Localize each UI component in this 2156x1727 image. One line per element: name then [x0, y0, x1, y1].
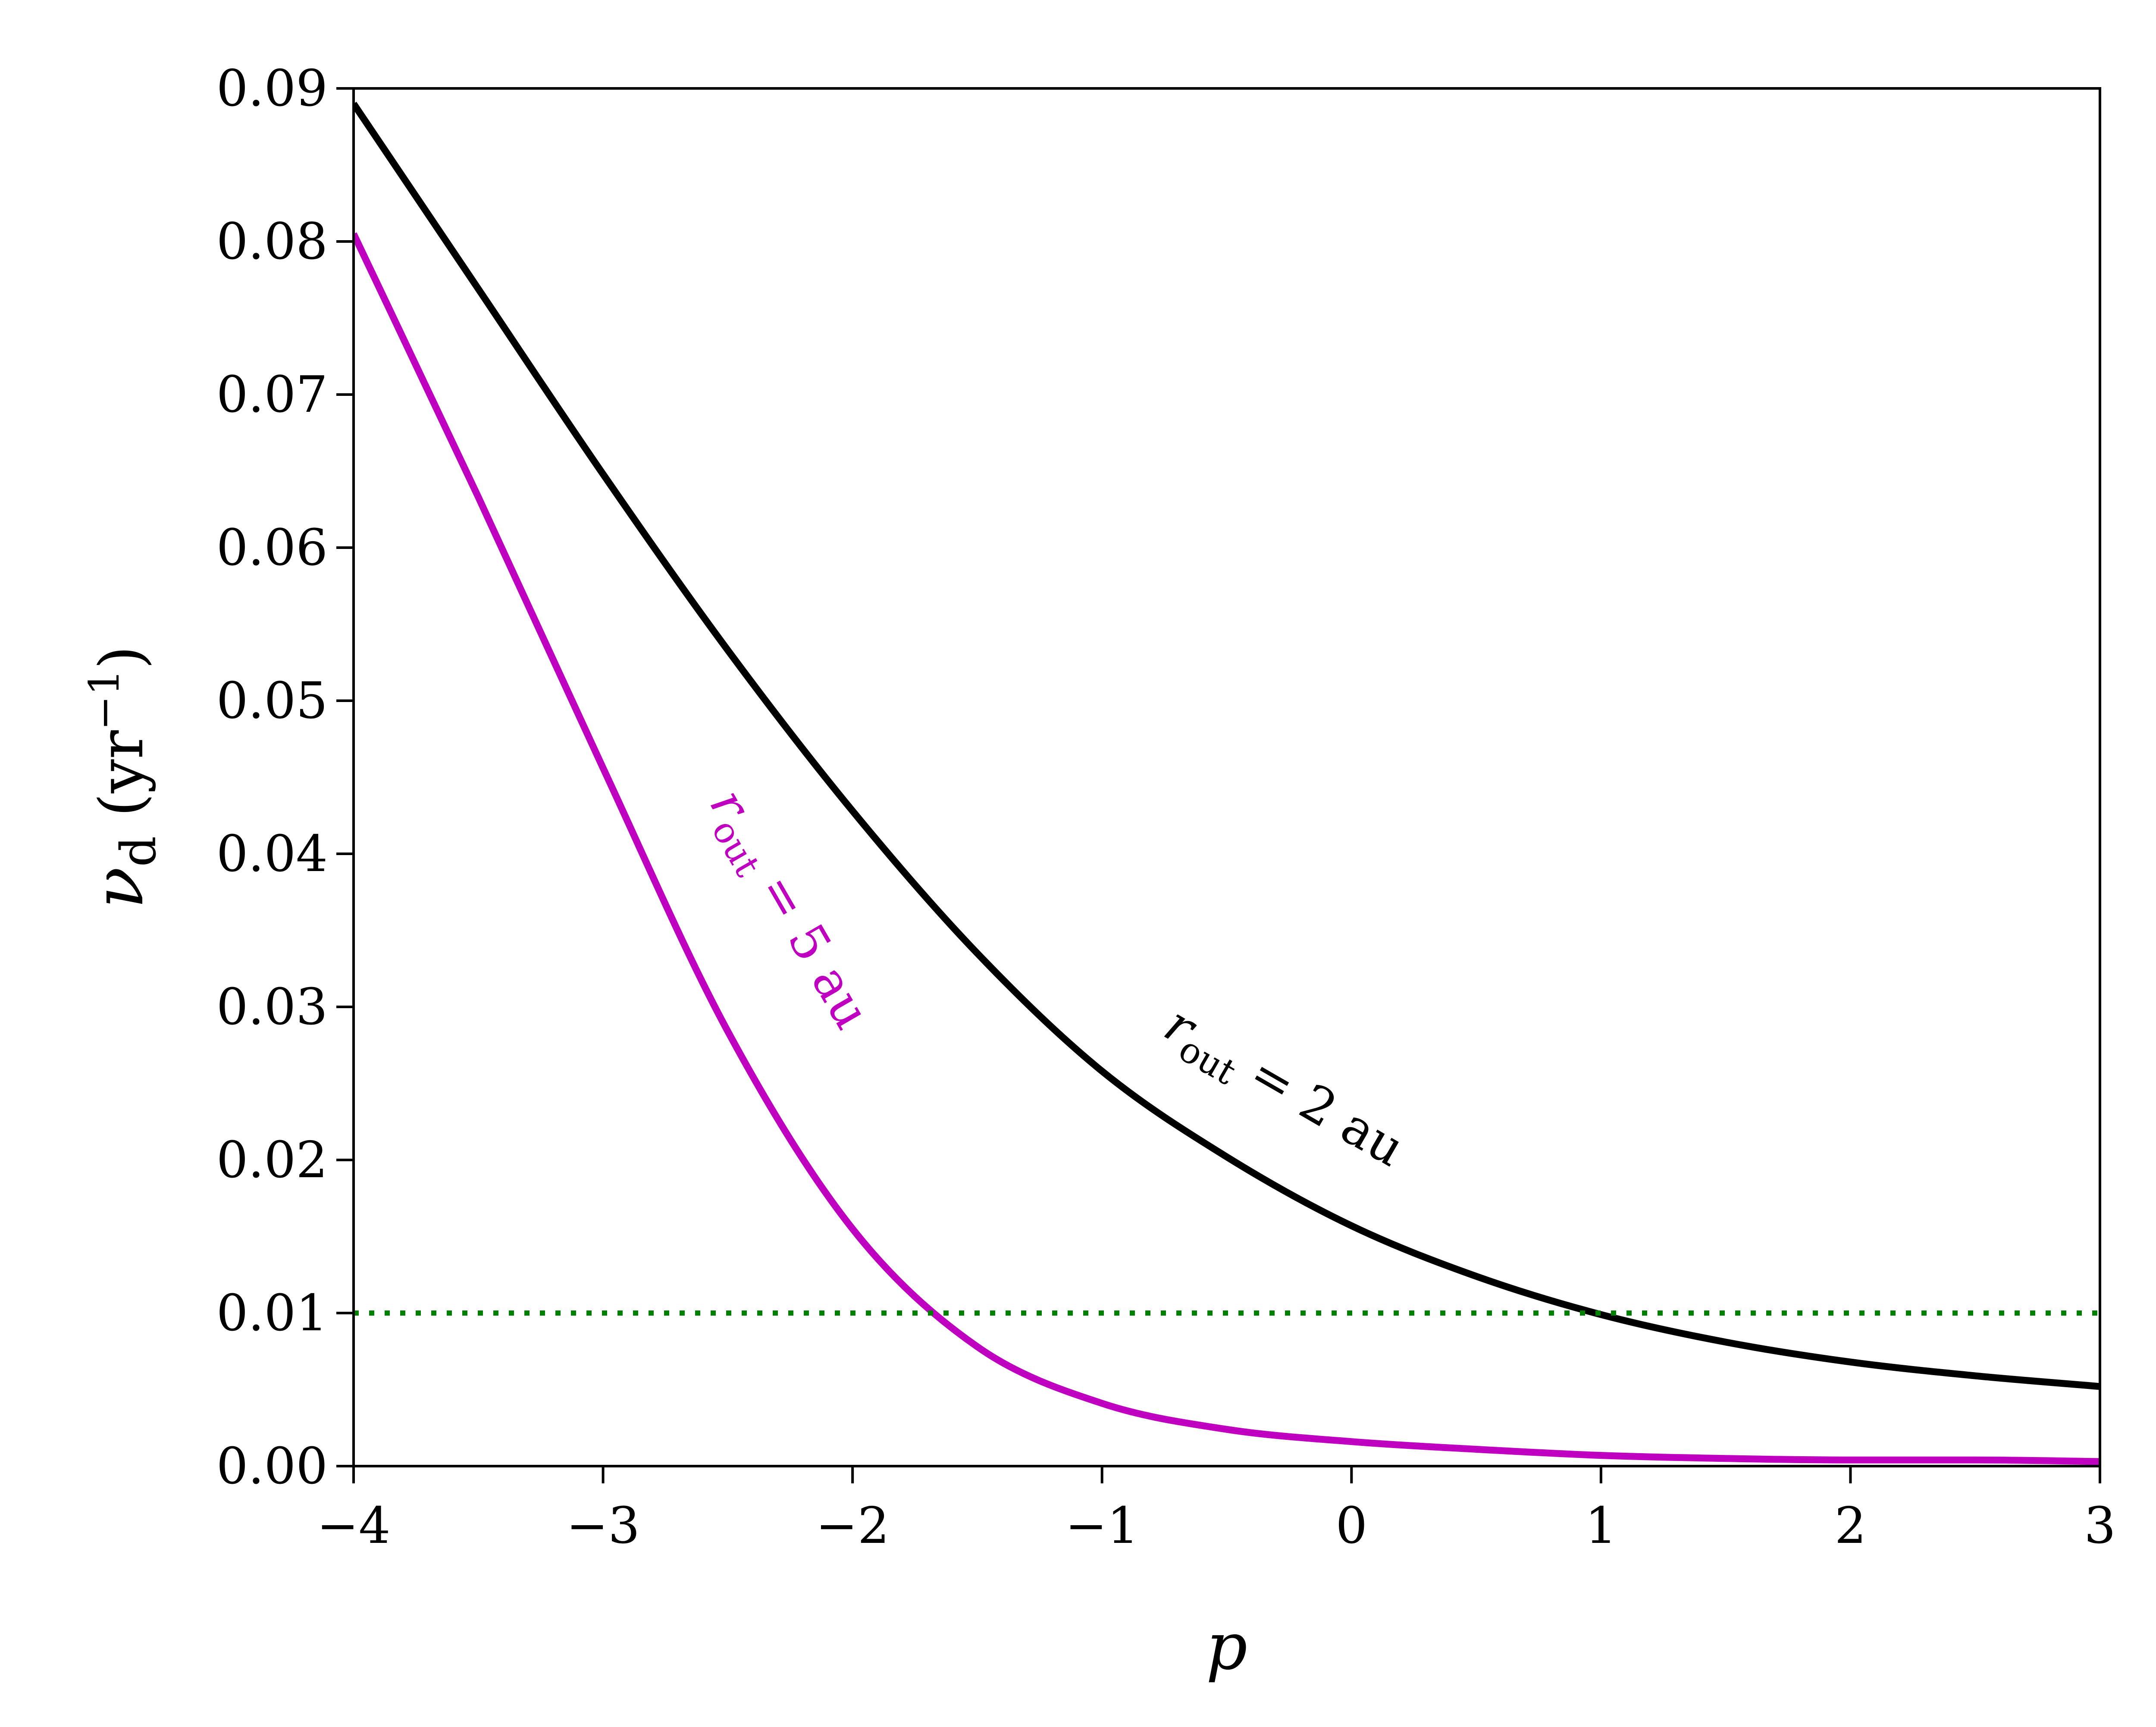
plot-frame [352, 87, 2101, 1467]
x-tick-label: −4 [317, 1497, 391, 1555]
series-line-1 [354, 232, 2100, 1465]
x-tick-label: 2 [1835, 1497, 1867, 1555]
series-label-2au: rout = 2 au [1151, 995, 1414, 1185]
x-tick-label: −2 [816, 1497, 890, 1555]
x-axis-title: p [1206, 1609, 1247, 1684]
x-tick-label: −1 [1065, 1497, 1139, 1555]
y-tick-label: 0.01 [216, 1284, 328, 1342]
y-tick-label: 0.04 [216, 825, 328, 883]
y-axis-subscript: d [111, 836, 167, 867]
series-line-0 [354, 102, 2100, 1390]
y-tick-label: 0.06 [216, 519, 328, 577]
y-axis-unit-close: ) [87, 646, 157, 669]
series-label-2au-rest: = 2 au [1226, 1036, 1414, 1178]
y-tick-label: 0.05 [216, 672, 328, 730]
x-tick-label: 1 [1585, 1497, 1617, 1555]
y-axis-title: νd (yr−1) [78, 646, 167, 909]
x-tick-label: −3 [566, 1497, 640, 1555]
y-axis-symbol: ν [78, 867, 159, 909]
y-tick-label: 0.07 [216, 366, 328, 424]
y-axis-unit-exponent: −1 [80, 669, 128, 730]
series-label-5au: rout = 5 au [692, 779, 882, 1042]
y-tick-label: 0.03 [216, 978, 328, 1036]
y-tick-label: 0.00 [216, 1437, 328, 1495]
y-tick-label: 0.02 [216, 1131, 328, 1189]
y-tick-label: 0.08 [216, 213, 328, 271]
x-tick-label: 3 [2084, 1497, 2116, 1555]
x-tick-label: 0 [1335, 1497, 1367, 1555]
y-axis-unit: (yr [87, 730, 157, 836]
series-label-5au-rest: = 5 au [740, 850, 882, 1038]
y-tick-label: 0.09 [216, 60, 328, 118]
